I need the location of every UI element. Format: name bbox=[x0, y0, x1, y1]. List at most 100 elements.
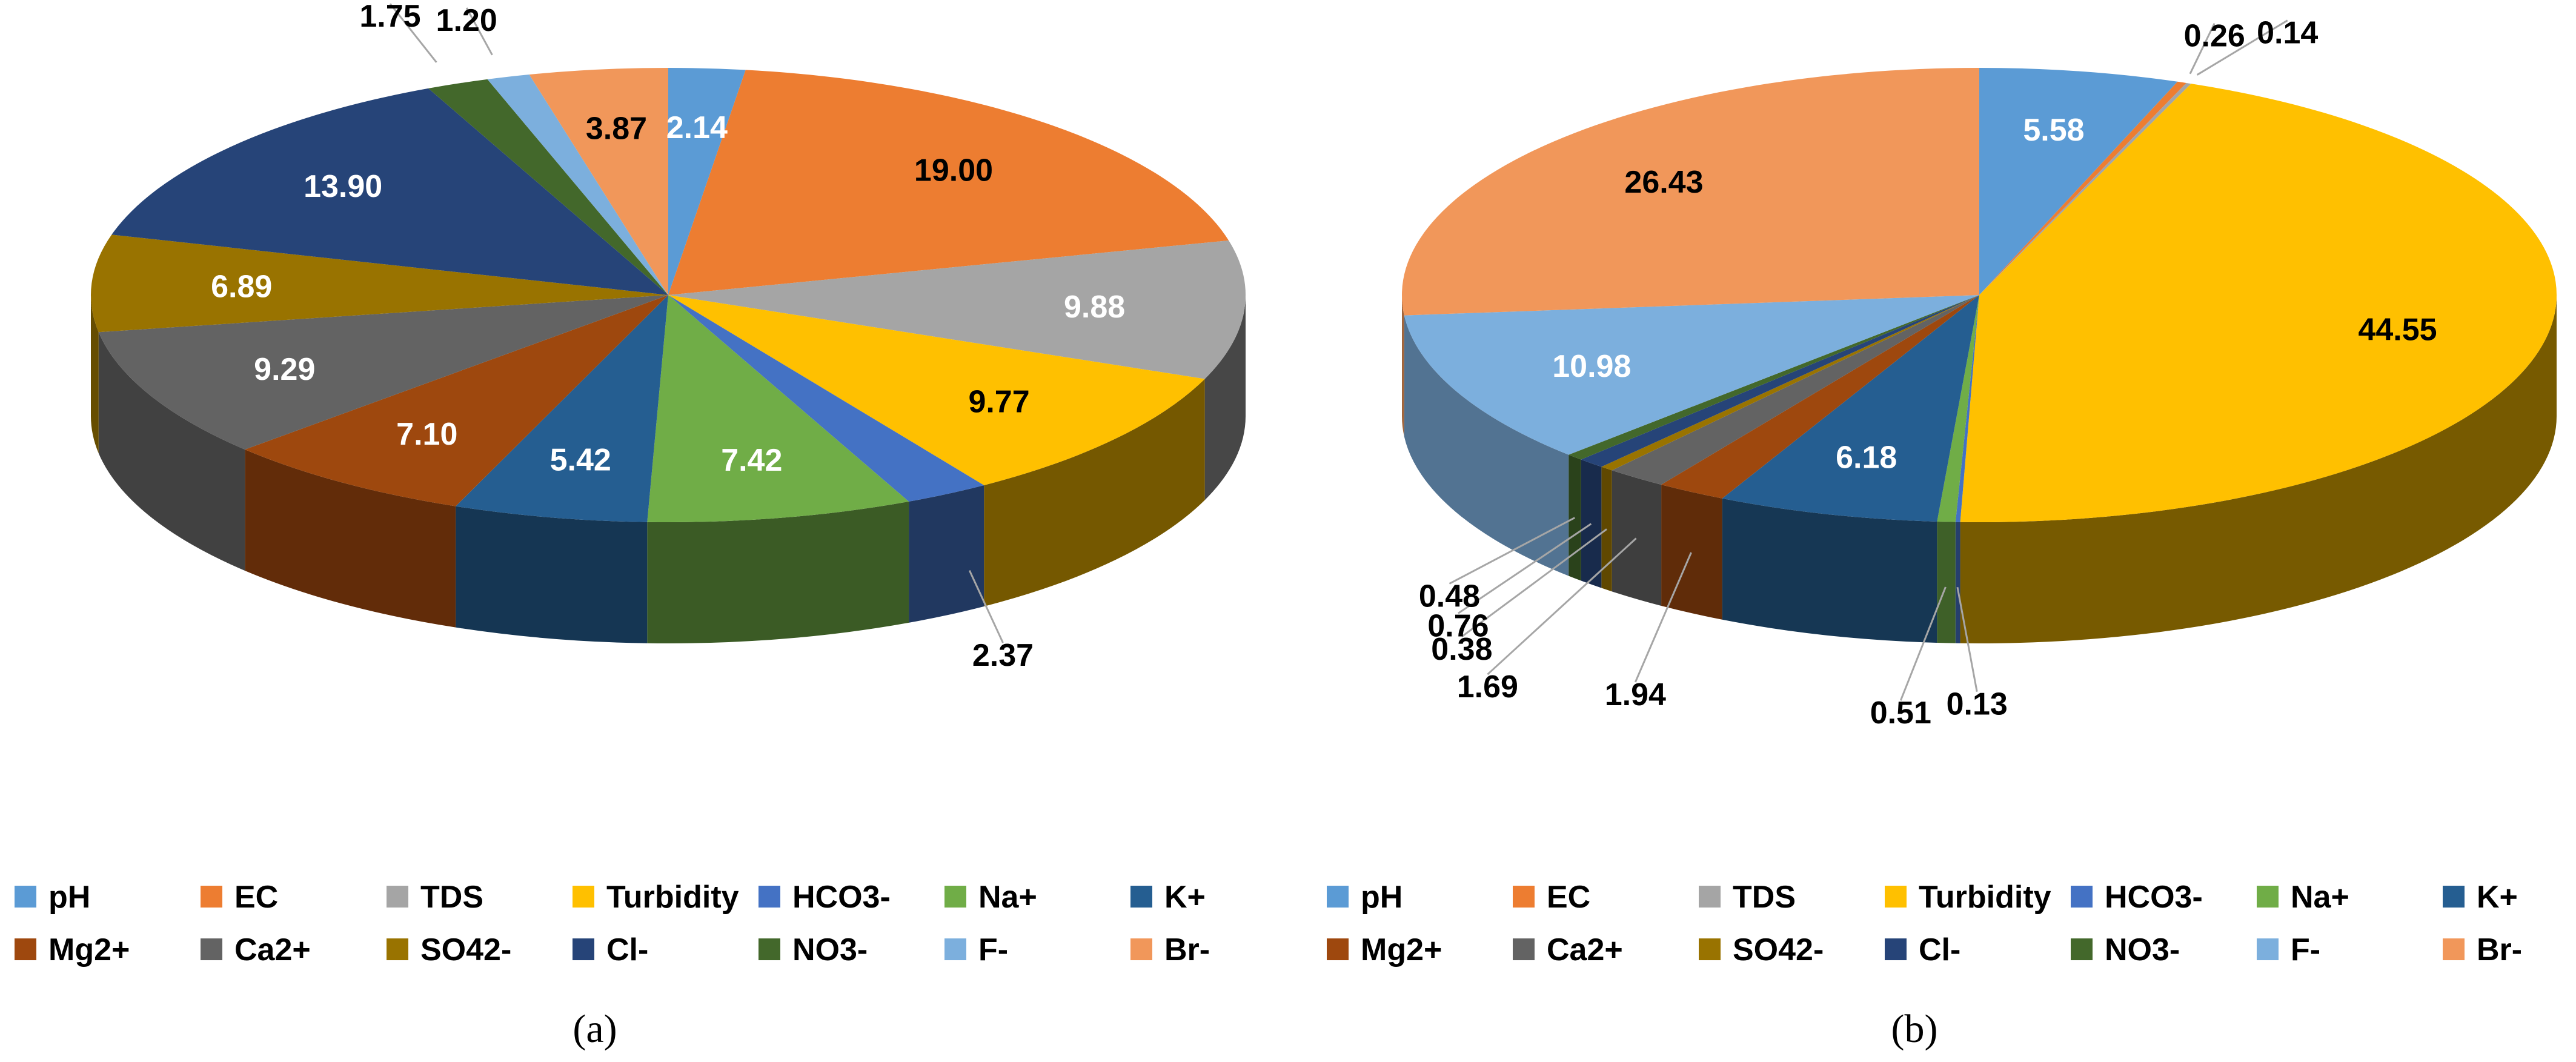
leader-line-tds bbox=[2196, 19, 2288, 76]
legend-label-br-minus: Br- bbox=[1164, 932, 1210, 967]
legend-label-so42-minus: SO42- bbox=[1733, 932, 1824, 967]
pie-slice-f-minus bbox=[1404, 295, 1979, 455]
pie-slice-ca2-plus bbox=[1612, 295, 1979, 485]
legend-label-no3-minus: NO3- bbox=[2105, 932, 2180, 967]
legend-a: pH EC TDS Turbidity HCO3- Na+ K+ Mg2+ Ca2+ SO42- C… bbox=[15, 880, 1210, 967]
pie-side-walls bbox=[1402, 295, 2557, 643]
legend-label-turbidity: Turbidity bbox=[606, 880, 739, 915]
pie-side-cl-minus bbox=[1581, 459, 1602, 588]
legend-label-no3-minus: NO3- bbox=[792, 932, 868, 967]
data-label-mg2-plus: 7.10 bbox=[396, 417, 457, 452]
pie-slice-turbidity bbox=[668, 295, 1205, 485]
data-label-k-plus: 5.42 bbox=[550, 443, 611, 478]
pie-slice-ph bbox=[668, 68, 746, 295]
pie-slice-mg2-plus bbox=[1661, 295, 1979, 499]
pie-slice-hco3-minus bbox=[668, 295, 984, 502]
legend-swatch-na-plus bbox=[944, 886, 966, 908]
legend-label-f-minus: F- bbox=[978, 932, 1008, 967]
pie-slice-f-minus bbox=[487, 75, 668, 296]
legend-item-mg2-plus: Mg2+ bbox=[15, 932, 130, 967]
legend-item-no3-minus: NO3- bbox=[2071, 932, 2180, 967]
pie-top-faces bbox=[1402, 68, 2557, 522]
legend-label-ph: pH bbox=[1361, 880, 1403, 915]
pie-data-labels: 2.14 19.00 9.88 9.77 2.37 7.42 5.42 7.10 9.29 6.8… bbox=[211, 0, 1125, 673]
data-label-ca2-plus: 9.29 bbox=[254, 352, 315, 387]
legend-swatch-k-plus bbox=[1130, 886, 1152, 908]
pie-side-na-plus bbox=[1937, 521, 1956, 643]
legend-swatch-ca2-plus bbox=[201, 938, 222, 960]
legend-swatch-br-minus bbox=[1130, 938, 1152, 960]
legend-item-ca2-plus: Ca2+ bbox=[1513, 932, 1623, 967]
leader-line-cl-minus bbox=[1458, 523, 1592, 614]
pie-slice-tds bbox=[668, 240, 1246, 379]
leader-line-f-minus bbox=[465, 7, 493, 56]
data-label-na-plus: 0.51 bbox=[1870, 695, 1931, 731]
legend-item-f-minus: F- bbox=[2257, 932, 2320, 967]
legend-swatch-f-minus bbox=[944, 938, 966, 960]
legend-swatch-mg2-plus bbox=[15, 938, 36, 960]
pie-side-ca2-plus bbox=[98, 332, 245, 571]
legend-label-ph: pH bbox=[48, 880, 90, 915]
data-label-ph: 5.58 bbox=[2023, 113, 2084, 148]
legend-label-hco3-minus: HCO3- bbox=[792, 880, 891, 915]
legend-item-f-minus: F- bbox=[944, 932, 1008, 967]
legend-item-ph: pH bbox=[1327, 880, 1403, 915]
legend-item-ec: EC bbox=[201, 880, 278, 915]
pie-slice-turbidity bbox=[1960, 84, 2557, 522]
pie-side-br-minus bbox=[1402, 295, 1404, 437]
pie-side-mg2-plus bbox=[245, 449, 456, 628]
data-label-hco3-minus: 2.37 bbox=[972, 638, 1034, 673]
subplot-label-b: (b) bbox=[1891, 1007, 1938, 1051]
legend-label-na-plus: Na+ bbox=[2291, 880, 2349, 915]
legend-label-turbidity: Turbidity bbox=[1919, 880, 2051, 915]
data-label-hco3-minus: 0.13 bbox=[1947, 687, 2008, 722]
pie-slice-k-plus bbox=[456, 295, 668, 522]
legend-item-so42-minus: SO42- bbox=[1699, 932, 1824, 967]
pie-slice-ec bbox=[1979, 81, 2186, 295]
legend-item-cl-minus: Cl- bbox=[1885, 932, 1960, 967]
data-label-cl-minus: 0.76 bbox=[1427, 608, 1489, 643]
data-label-mg2-plus: 1.94 bbox=[1605, 677, 1666, 712]
leader-line-mg2-plus bbox=[1634, 552, 1692, 683]
legend-swatch-cl-minus bbox=[573, 938, 594, 960]
pie-slice-cl-minus bbox=[1581, 295, 1979, 467]
data-label-br-minus: 26.43 bbox=[1624, 165, 1703, 200]
legend-b: pH EC TDS Turbidity HCO3- Na+ K+ Mg2+ Ca2+ SO42- C… bbox=[1327, 880, 2522, 967]
pie-side-hco3-minus bbox=[909, 485, 984, 623]
pie-chart-b: 5.58 0.26 0.14 44.55 0.13 0.51 6.18 1.94 1.690.3… bbox=[1402, 16, 2557, 731]
legend-label-k-plus: K+ bbox=[2477, 880, 2518, 915]
legend-item-k-plus: K+ bbox=[1130, 880, 1206, 915]
pie-slice-ec bbox=[668, 70, 1229, 295]
pie-side-so42-minus bbox=[1601, 466, 1612, 592]
data-label-so42-minus: 6.89 bbox=[211, 269, 272, 304]
legend-swatch-mg2-plus bbox=[1327, 938, 1349, 960]
pie-slice-cl-minus bbox=[111, 88, 668, 295]
legend-label-so42-minus: SO42- bbox=[420, 932, 511, 967]
legend-swatch-ph bbox=[1327, 886, 1349, 908]
legend-item-na-plus: Na+ bbox=[2257, 880, 2349, 915]
legend-item-turbidity: Turbidity bbox=[1885, 880, 2051, 915]
legend-swatch-k-plus bbox=[2443, 886, 2465, 908]
pie-side-k-plus bbox=[456, 506, 648, 643]
legend-swatch-so42-minus bbox=[1699, 938, 1721, 960]
pie-side-na-plus bbox=[647, 501, 909, 643]
pie-slice-na-plus bbox=[647, 295, 909, 522]
data-label-f-minus: 10.98 bbox=[1552, 349, 1631, 384]
pie-side-turbidity bbox=[1960, 295, 2557, 643]
pie-slice-ph bbox=[1979, 68, 2178, 295]
data-label-ec: 19.00 bbox=[914, 153, 993, 188]
pie-top-faces bbox=[90, 68, 1246, 522]
legend-swatch-hco3-minus bbox=[2071, 886, 2093, 908]
legend-label-ca2-plus: Ca2+ bbox=[234, 932, 311, 967]
data-label-no3-minus: 1.75 bbox=[359, 0, 420, 34]
pie-slice-br-minus bbox=[529, 68, 668, 295]
pie-slice-ca2-plus bbox=[98, 295, 668, 450]
legend-swatch-cl-minus bbox=[1885, 938, 1907, 960]
data-label-ph: 2.14 bbox=[666, 110, 728, 145]
legend-item-na-plus: Na+ bbox=[944, 880, 1037, 915]
legend-item-mg2-plus: Mg2+ bbox=[1327, 932, 1442, 967]
legend-item-br-minus: Br- bbox=[1130, 932, 1210, 967]
legend-label-tds: TDS bbox=[420, 880, 483, 915]
